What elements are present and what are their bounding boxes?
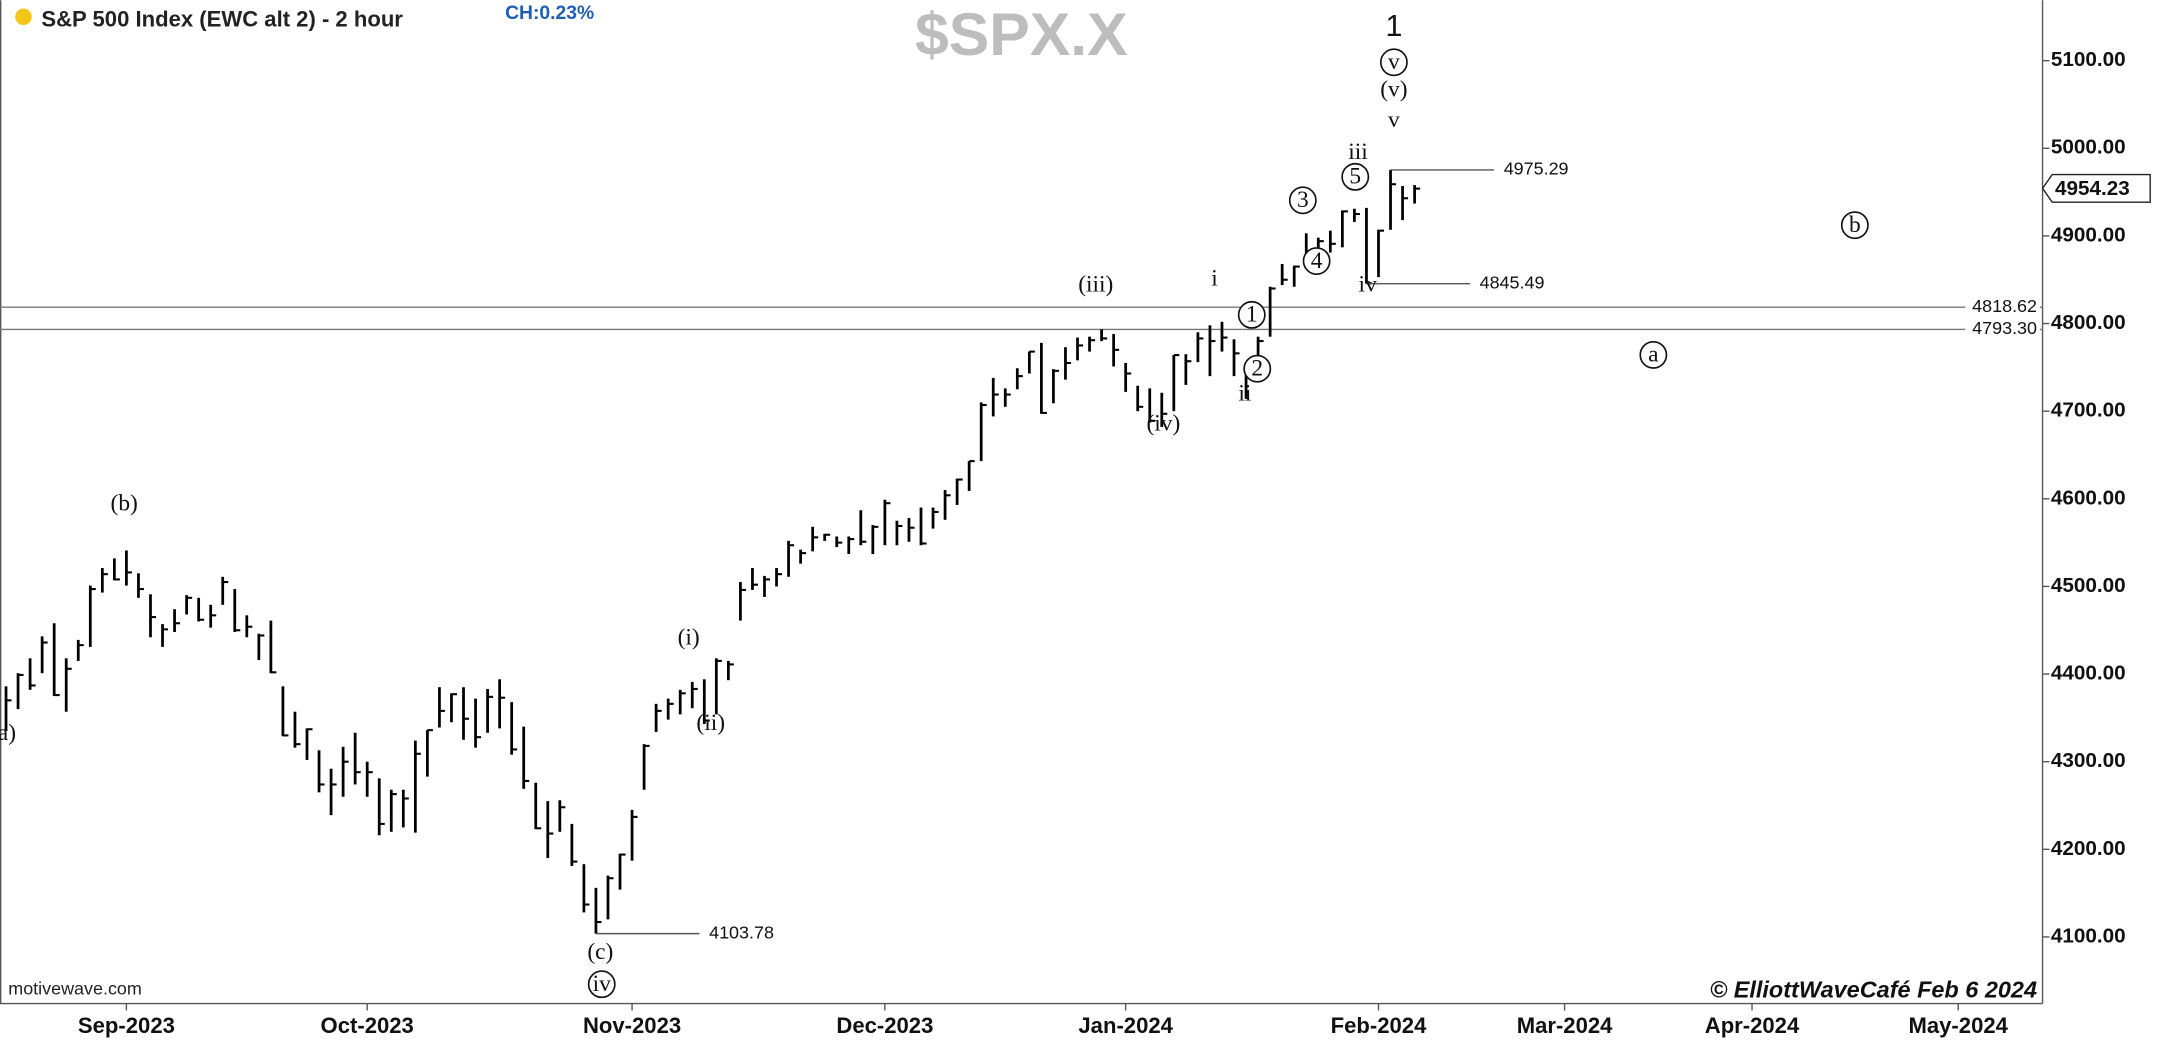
chart-title: S&P 500 Index (EWC alt 2) - 2 hour <box>41 7 403 32</box>
y-tick-label: 4500.00 <box>2051 574 2126 597</box>
y-tick-label: 4100.00 <box>2051 924 2126 947</box>
wave-label: iv <box>593 971 612 997</box>
wave-label: ii <box>1238 380 1252 406</box>
credit: © ElliottWaveCafé Feb 6 2024 <box>1710 976 2037 1002</box>
y-tick-label: 5000.00 <box>2051 136 2126 159</box>
hline-label-bg <box>1965 297 2040 316</box>
wave-label: a) <box>0 720 16 746</box>
price-mark-label: 4103.78 <box>709 922 774 942</box>
wave-circle <box>1302 247 1331 275</box>
wave-label: v <box>1388 107 1400 133</box>
x-tick-label: Jan-2024 <box>1078 1013 1173 1038</box>
wave-label: b <box>1849 212 1861 238</box>
wave-circle <box>1288 186 1317 215</box>
price-mark-label: 4975.29 <box>1504 159 1569 179</box>
wave-label: (ii) <box>696 710 725 736</box>
x-tick-label: Sep-2023 <box>78 1013 175 1038</box>
x-tick-label: Nov-2023 <box>583 1013 681 1038</box>
y-tick-label: 4300.00 <box>2051 749 2126 772</box>
wave-circle <box>1379 48 1408 77</box>
wave-label: (c) <box>587 939 613 965</box>
wave-label: v <box>1388 49 1400 75</box>
y-tick-label: 5100.00 <box>2051 48 2126 71</box>
y-tick-label: 4800.00 <box>2051 311 2126 334</box>
hline-label: 4818.62 <box>1972 296 2037 316</box>
wave-label: 5 <box>1349 164 1361 190</box>
x-tick-label: Mar-2024 <box>1517 1013 1613 1038</box>
wave-label: (i) <box>678 625 700 651</box>
wave-circle <box>1341 162 1370 191</box>
y-tick-label: 4600.00 <box>2051 486 2126 509</box>
x-tick-label: Dec-2023 <box>836 1013 933 1038</box>
x-tick-label: Oct-2023 <box>321 1013 414 1038</box>
wave-label: (b) <box>111 491 138 517</box>
hline-label-bg <box>1965 319 2040 338</box>
y-tick-label: 4200.00 <box>2051 837 2126 860</box>
last-price-tag <box>2041 173 2151 203</box>
price-mark-label: 4845.49 <box>1480 272 1545 292</box>
hline-label: 4793.30 <box>1972 318 2037 338</box>
wave-label: i <box>1211 266 1218 292</box>
wave-circle <box>587 970 616 999</box>
x-tick-label: May-2024 <box>1908 1013 2008 1038</box>
x-tick-label: Feb-2024 <box>1331 1013 1427 1038</box>
y-tick-label: 4900.00 <box>2051 223 2126 246</box>
wave-label: a <box>1648 342 1659 368</box>
wave-label: (iii) <box>1078 271 1113 297</box>
y-tick-label: 4400.00 <box>2051 662 2126 685</box>
wave-circle <box>1237 300 1266 329</box>
change-label: CH:0.23% <box>505 3 594 24</box>
source: motivewave.com <box>8 978 142 998</box>
watermark: $SPX.X <box>915 0 1128 68</box>
wave-label: 2 <box>1251 355 1263 381</box>
wave-circle <box>1840 211 1869 240</box>
wave-label: 1 <box>1385 10 1402 43</box>
wave-label: 1 <box>1246 302 1258 328</box>
last-price-label: 4954.23 <box>2055 177 2130 200</box>
wave-circle <box>1639 340 1668 369</box>
x-tick-label: Apr-2024 <box>1705 1013 1800 1038</box>
wave-label: (iv) <box>1146 411 1180 437</box>
wave-label: 3 <box>1297 187 1309 213</box>
wave-label: iv <box>1359 271 1378 297</box>
wave-label: (v) <box>1380 77 1407 103</box>
wave-label: iii <box>1348 139 1368 165</box>
status-dot <box>15 8 32 26</box>
y-tick-label: 4700.00 <box>2051 399 2126 422</box>
wave-label: 4 <box>1311 248 1323 274</box>
wave-circle <box>1243 354 1272 383</box>
